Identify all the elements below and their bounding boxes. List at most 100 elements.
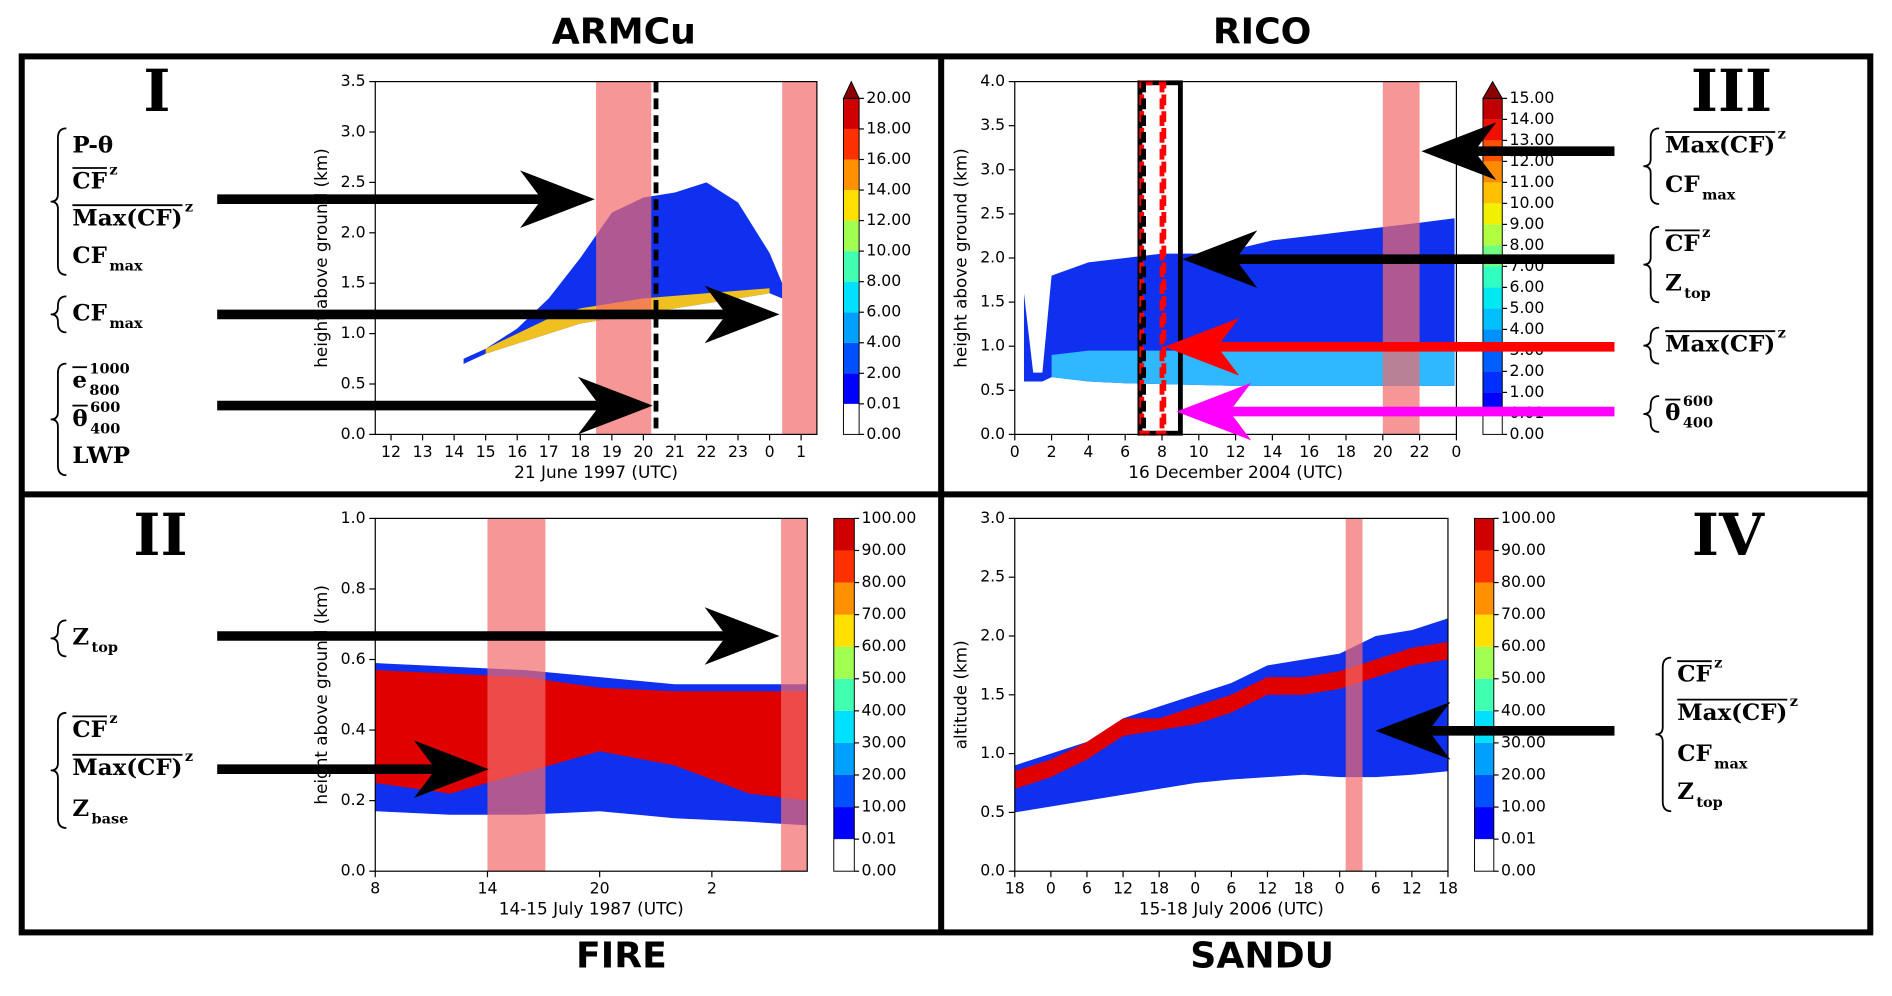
colorbar-segment — [1474, 839, 1494, 872]
annotation-sub: 400 — [1683, 415, 1713, 432]
y-axis-label: height above ground (km) — [311, 148, 331, 368]
brace — [50, 295, 67, 334]
colorbar-segment — [1474, 742, 1494, 775]
arrow-head — [1421, 122, 1497, 180]
x-tick-label: 0 — [1046, 879, 1056, 898]
x-tick-label: 18 — [1294, 879, 1314, 898]
colorbar-tick-label: 90.00 — [862, 540, 907, 559]
highlight-span — [781, 518, 808, 872]
colorbar-tick-label: 18.00 — [866, 118, 911, 137]
x-tick-label: 19 — [602, 442, 622, 461]
x-tick-label: 21 — [665, 442, 685, 461]
colorbar-tick-label: 60.00 — [1501, 636, 1546, 655]
colorbar-segment — [833, 774, 855, 808]
colorbar-segment — [833, 742, 855, 775]
panel-numeral: IV — [1692, 501, 1765, 569]
colorbar-segment — [1474, 678, 1494, 711]
colorbar-tick-label: 8.00 — [1509, 235, 1544, 254]
colorbar-frame — [833, 517, 855, 872]
annotation-text: CF — [72, 243, 107, 269]
axes-frame — [374, 81, 818, 435]
x-tick-label: 18 — [1005, 879, 1025, 898]
annotation-sup: z — [1714, 655, 1722, 672]
x-tick-label: 23 — [728, 442, 748, 461]
annotation-sup: 600 — [1683, 393, 1713, 410]
colorbar-segment — [833, 550, 855, 583]
y-tick-label: 0.0 — [980, 424, 1005, 443]
panel-title: FIRE — [576, 935, 667, 977]
colorbar-tick-label: 90.00 — [1501, 540, 1546, 559]
colorbar-tick-label: 20.00 — [862, 765, 907, 784]
y-tick-label: 1.5 — [980, 684, 1005, 703]
arrow-head — [1176, 382, 1252, 441]
colorbar-segment — [1482, 224, 1503, 246]
annotation-text: P-θ — [72, 132, 113, 158]
colorbar-tick-label: 10.00 — [866, 241, 911, 260]
arrow-head — [1164, 318, 1240, 376]
colorbar-segment — [843, 281, 860, 313]
x-axis-label: 16 December 2004 (UTC) — [1128, 462, 1343, 482]
colorbar-segment — [1474, 550, 1494, 583]
highlight-span — [487, 518, 546, 872]
colorbar-segment — [843, 159, 860, 191]
y-tick-label: 3.0 — [341, 122, 366, 141]
x-tick-label: 22 — [1410, 442, 1430, 461]
y-tick-label: 2.0 — [341, 222, 366, 241]
panel-numeral: I — [143, 57, 170, 125]
y-tick-label: 2.5 — [980, 203, 1005, 222]
x-tick-label: 14 — [444, 442, 464, 461]
x-tick-label: 2 — [1047, 442, 1057, 461]
annotation-sub: 800 — [89, 382, 119, 399]
y-tick-label: 2.5 — [341, 172, 366, 191]
cloud-core — [485, 288, 770, 354]
x-tick-label: 0 — [1335, 879, 1345, 898]
annotation-sup: 1000 — [89, 361, 129, 378]
colorbar-tick-label: 30.00 — [862, 732, 907, 751]
colorbar-tick-label: 70.00 — [862, 604, 907, 623]
colorbar-segment — [1474, 614, 1494, 647]
colorbar-segment — [1482, 203, 1503, 225]
axes-frame — [374, 517, 808, 872]
x-tick-label: 12 — [1113, 879, 1133, 898]
colorbar-segment — [1482, 182, 1503, 204]
annotation-text: e — [72, 368, 87, 394]
x-axis-label: 21 June 1997 (UTC) — [514, 462, 678, 482]
colorbar-tick-label: 80.00 — [1501, 572, 1546, 591]
colorbar-segment — [1474, 807, 1494, 840]
y-tick-label: 0.5 — [980, 802, 1005, 821]
cloud-area — [1014, 618, 1448, 813]
y-tick-label: 2.0 — [980, 248, 1005, 267]
y-tick-label: 0.5 — [980, 380, 1005, 399]
x-tick-label: 16 — [1299, 442, 1319, 461]
colorbar-tick-label: 6.00 — [866, 302, 901, 321]
annotation-sub: max — [109, 315, 143, 332]
x-tick-label: 8 — [370, 879, 380, 898]
colorbar-segment — [1482, 161, 1503, 183]
x-axis-label: 15-18 July 2006 (UTC) — [1139, 899, 1324, 919]
highlight-span — [782, 81, 817, 435]
annotation-text: θ — [72, 406, 87, 432]
brace — [1643, 395, 1660, 433]
annotation-text: Max(CF) — [1677, 700, 1787, 726]
colorbar-segment — [1474, 646, 1494, 679]
colorbar-tick-label: 14.00 — [1509, 109, 1554, 128]
annotation-text: θ — [1665, 400, 1680, 426]
annotation-sub: top — [1684, 285, 1710, 302]
y-tick-label: 1.5 — [341, 273, 366, 292]
annotation-sub: top — [1696, 794, 1722, 811]
panel-title: ARMCu — [552, 11, 696, 53]
x-axis-label: 14-15 July 1987 (UTC) — [499, 899, 684, 919]
annotation-sub: max — [109, 257, 143, 274]
colorbar-tick-label: 20.00 — [1501, 765, 1546, 784]
x-tick-label: 4 — [1083, 442, 1093, 461]
colorbar-segment — [843, 98, 860, 129]
annotation-sup: z — [1778, 325, 1786, 342]
panel-numeral: III — [1691, 57, 1772, 125]
colorbar-tick-label: 50.00 — [862, 668, 907, 687]
arrow-head — [577, 376, 653, 435]
x-tick-label: 6 — [1226, 879, 1236, 898]
y-tick-label: 1.0 — [980, 336, 1005, 355]
colorbar-segment — [843, 373, 860, 404]
annotation-sup: z — [1790, 693, 1798, 710]
colorbar-tick-label: 100.00 — [862, 508, 917, 527]
